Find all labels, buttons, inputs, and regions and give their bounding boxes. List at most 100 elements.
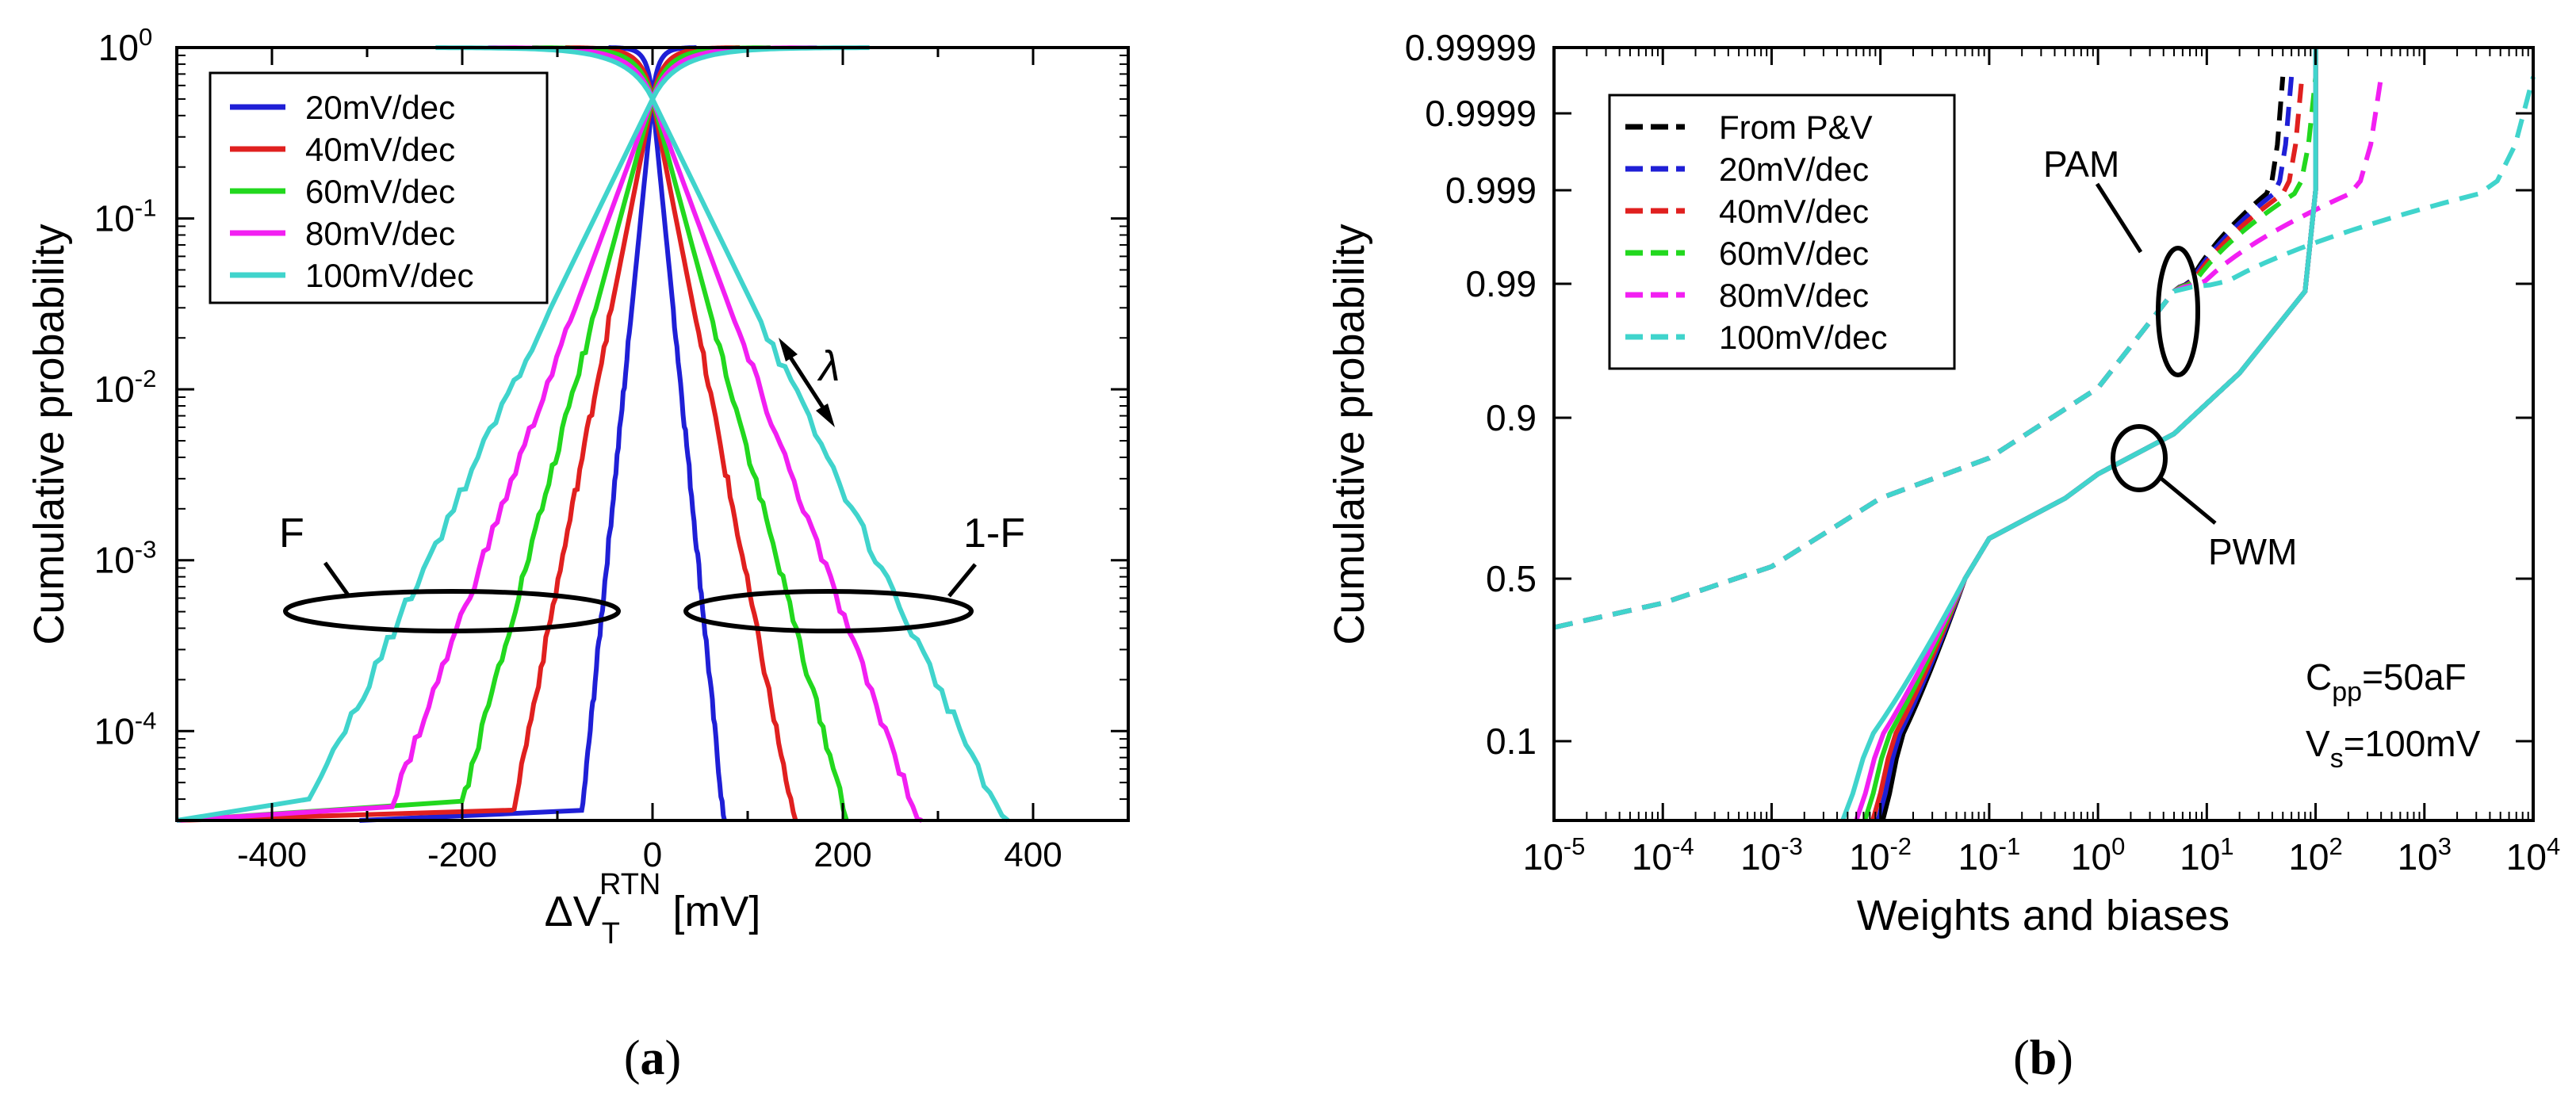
panel-b-legend: From P&V 20mV/dec 40mV/dec 60mV/dec 80mV/dec… — [1608, 94, 1956, 370]
panel-a-ytick-label: 10-3 — [94, 536, 157, 581]
vs-val: =100mV — [2344, 723, 2481, 764]
lambda-arrowhead-top — [779, 338, 798, 361]
panel-a-annotations: F 1-F λ — [279, 338, 1025, 633]
panel-a-caption-letter: a — [641, 1031, 665, 1085]
panel-a-xlabel-sup: RTN — [599, 868, 660, 901]
legend-label: 100mV/dec — [305, 257, 473, 294]
vs-sub: s — [2330, 744, 2344, 774]
panel-a-xtick-label: 200 — [813, 836, 871, 874]
panel-a-series-line-1mF — [650, 98, 1010, 823]
panel-b-pam-line — [1553, 76, 2536, 630]
f-pointer-line — [323, 561, 351, 598]
panel-b-ylabel: Cumulative probability — [1326, 224, 1373, 644]
panel-b-xlabel: Weights and biases — [1857, 892, 2230, 939]
f-label: F — [279, 511, 304, 556]
panel-b-xtick-label: 102 — [2288, 832, 2342, 878]
panel-a-xlabel-delta: ΔV — [545, 888, 602, 935]
panel-b-xtick-label: 100 — [2071, 832, 2125, 878]
panel-a-series-line-1mF — [650, 98, 849, 821]
panel-b-xtick-label: 10-1 — [1958, 832, 2021, 878]
pam-ellipse — [2156, 246, 2200, 377]
cpp-sub: pp — [2332, 677, 2362, 707]
panel-a-ytick-label: 10-2 — [94, 365, 157, 410]
panel-b-ytick-label: 0.9 — [1486, 397, 1537, 438]
lambda-arrow — [783, 347, 831, 418]
panel-a-xtick-label: 0 — [643, 836, 662, 874]
panel-b-xtick-label: 104 — [2506, 832, 2560, 878]
panel-a-ytick-label: 100 — [98, 23, 152, 68]
panel-a-legend: 20mV/dec 40mV/dec 60mV/dec 80mV/dec 100mV/de… — [209, 71, 549, 304]
panel-b-xtick-label: 10-4 — [1632, 832, 1694, 878]
panel-a-xtick-label: -200 — [427, 836, 497, 874]
lambda-label: λ — [817, 342, 840, 390]
panel-b-ytick-label: 0.99999 — [1405, 27, 1537, 68]
panel-a-caption-close: ) — [665, 1031, 682, 1085]
legend-label: 20mV/dec — [1719, 151, 1869, 188]
pam-pointer-line — [2095, 182, 2143, 254]
panel-b-caption-letter: b — [2030, 1031, 2057, 1085]
panel-b-caption: (b) — [2013, 1031, 2073, 1085]
pwm-ellipse — [2111, 424, 2168, 492]
panel-b-annotations: PAM PWM Cpp=50aF Vs=100mV — [2043, 143, 2481, 774]
f-ellipse — [283, 589, 621, 633]
panel-a-series-line-1mF — [650, 98, 923, 823]
legend-label: 40mV/dec — [305, 131, 455, 168]
legend-label: 60mV/dec — [1719, 235, 1869, 272]
panel-b-xtick-label: 101 — [2180, 832, 2233, 878]
cpp-main: C — [2306, 656, 2332, 698]
panel-b-series-lines — [1553, 48, 2536, 822]
lambda-arrowhead-bottom — [816, 403, 835, 427]
panel-a-series-line-F — [176, 98, 655, 823]
panel-a-ytick-label: 10-4 — [94, 706, 157, 751]
legend-label: 20mV/dec — [305, 89, 455, 126]
cpp-label: Cpp=50aF — [2306, 656, 2467, 707]
one-minus-f-label: 1-F — [963, 511, 1025, 556]
panel-b-ytick-label: 0.999 — [1445, 170, 1537, 211]
panel-a-xlabel-sub: T — [602, 917, 620, 950]
panel-b-xtick-label: 10-3 — [1740, 832, 1803, 878]
panel-b-xtick-label: 103 — [2398, 832, 2452, 878]
one-minus-f-ellipse — [683, 589, 974, 633]
panel-a-series-line-1mF — [650, 98, 798, 821]
panel-a-xlabel: ΔVT RTN [mV] — [545, 868, 761, 950]
panel-a-series-line-F — [176, 98, 655, 823]
legend-label: 80mV/dec — [1719, 277, 1869, 314]
panel-a-chart: F 1-F λ -400 -200 0 200 400 10-4 10-3 10-2 10-1 1… — [25, 23, 1130, 1085]
legend-label: 40mV/dec — [1719, 193, 1869, 230]
panel-b-ytick-label: 0.1 — [1486, 721, 1537, 762]
panel-a-series-line-F — [359, 111, 654, 823]
panel-a-caption: (a) — [624, 1031, 681, 1085]
pwm-label: PWM — [2208, 531, 2297, 572]
panel-b-legend-box — [1608, 94, 1956, 370]
panel-b-ticks: 10-5 10-4 10-3 10-2 10-1 100 101 102 103 104 0.1 0.… — [1405, 27, 2560, 878]
panel-b-chart: PAM PWM Cpp=50aF Vs=100mV 10-5 10-4 10-3 10… — [1326, 27, 2560, 1085]
cpp-val: =50aF — [2362, 656, 2467, 698]
legend-label: 80mV/dec — [305, 215, 455, 252]
panel-a-series-line-F — [176, 98, 655, 823]
panel-b-xtick-label: 10-2 — [1849, 832, 1912, 878]
pam-label: PAM — [2043, 143, 2119, 185]
panel-a-series-line-1mF — [650, 98, 727, 821]
legend-label: 60mV/dec — [305, 173, 455, 210]
vs-label: Vs=100mV — [2306, 723, 2481, 774]
panel-b-ytick-label: 0.5 — [1486, 558, 1537, 599]
panel-a-series-lines — [176, 45, 1010, 823]
legend-label: From P&V — [1719, 109, 1873, 146]
panel-a-xlabel-unit: [mV] — [660, 888, 760, 935]
one-minus-f-pointer-line — [947, 563, 977, 598]
panel-a-ytick-label: 10-1 — [94, 194, 157, 239]
pwm-pointer-line — [2159, 476, 2217, 525]
legend-label: 100mV/dec — [1719, 319, 1887, 356]
panel-a-legend-box — [209, 71, 549, 304]
panel-b-pwm-line — [1840, 48, 2318, 822]
panel-b-ytick-label: 0.99 — [1465, 263, 1537, 304]
panel-a-xtick-label: -400 — [237, 836, 307, 874]
panel-a-xtick-label: 400 — [1004, 836, 1062, 874]
panel-a-ylabel: Cumulative probability — [25, 224, 73, 644]
panel-b-ytick-label: 0.9999 — [1425, 93, 1537, 134]
panel-a-caption-open: ( — [624, 1031, 641, 1085]
panel-b-caption-close: ) — [2057, 1031, 2073, 1085]
panel-a-ticks: -400 -200 0 200 400 10-4 10-3 10-2 10-1 100 — [94, 23, 1130, 874]
panel-a-series-line-F — [176, 98, 655, 823]
